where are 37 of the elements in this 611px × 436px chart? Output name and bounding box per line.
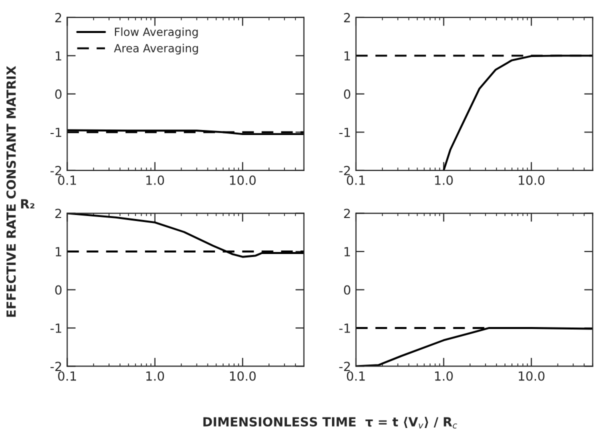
x-tick-label: 1.0: [435, 176, 453, 185]
y-tick-label: 0: [55, 285, 62, 295]
x-tick-label: 0.1: [346, 176, 365, 185]
y-tick-label: 2: [344, 12, 350, 22]
y-tick-label: 1: [344, 247, 350, 256]
y-tick-label: -2: [339, 362, 350, 371]
y-tick-label: 2: [344, 208, 350, 218]
y-tick-label: 0: [344, 285, 350, 295]
x-axis-title: DIMENSIONLESS TIME τ = t ⟨V$_{v}$⟩ / R$_{c}$: [203, 416, 458, 429]
y-tick-label: -1: [339, 324, 350, 333]
text: R₂: [21, 199, 34, 208]
y-tick-label: 0: [344, 89, 350, 99]
y-tick-label: -2: [339, 166, 350, 176]
y-tick-label: -1: [50, 128, 62, 137]
x-tick-label: 10.0: [518, 176, 544, 185]
y-tick-label: 1: [344, 51, 350, 60]
x-tick-label: 10.0: [230, 371, 256, 381]
legend-label: Area Averaging: [114, 44, 198, 54]
x-tick-label: 1.0: [146, 371, 164, 381]
x-tick-label: 1.0: [146, 176, 164, 185]
legend-label: Flow Averaging: [114, 27, 198, 38]
y-axis-title: EFFECTIVE RATE CONSTANT MATRIX: [6, 66, 16, 317]
y-tick-label: 2: [55, 208, 62, 218]
y-tick-label: 2: [55, 12, 62, 22]
y-tick-label: -2: [50, 166, 62, 176]
y-tick-label: -2: [50, 362, 62, 371]
y-tick-label: 1: [56, 247, 62, 256]
x-tick-label: 1.0: [435, 371, 453, 381]
y-tick-label: -1: [50, 324, 62, 333]
x-tick-label: 0.1: [58, 176, 76, 185]
x-tick-label: 10.0: [518, 371, 544, 381]
x-tick-label: 10.0: [230, 176, 256, 185]
x-tick-label: 0.1: [346, 371, 365, 381]
y-tick-label: 0: [55, 89, 62, 99]
y-tick-label: -1: [339, 128, 350, 137]
x-tick-label: 0.1: [58, 371, 76, 381]
y-tick-label: 1: [56, 51, 62, 60]
